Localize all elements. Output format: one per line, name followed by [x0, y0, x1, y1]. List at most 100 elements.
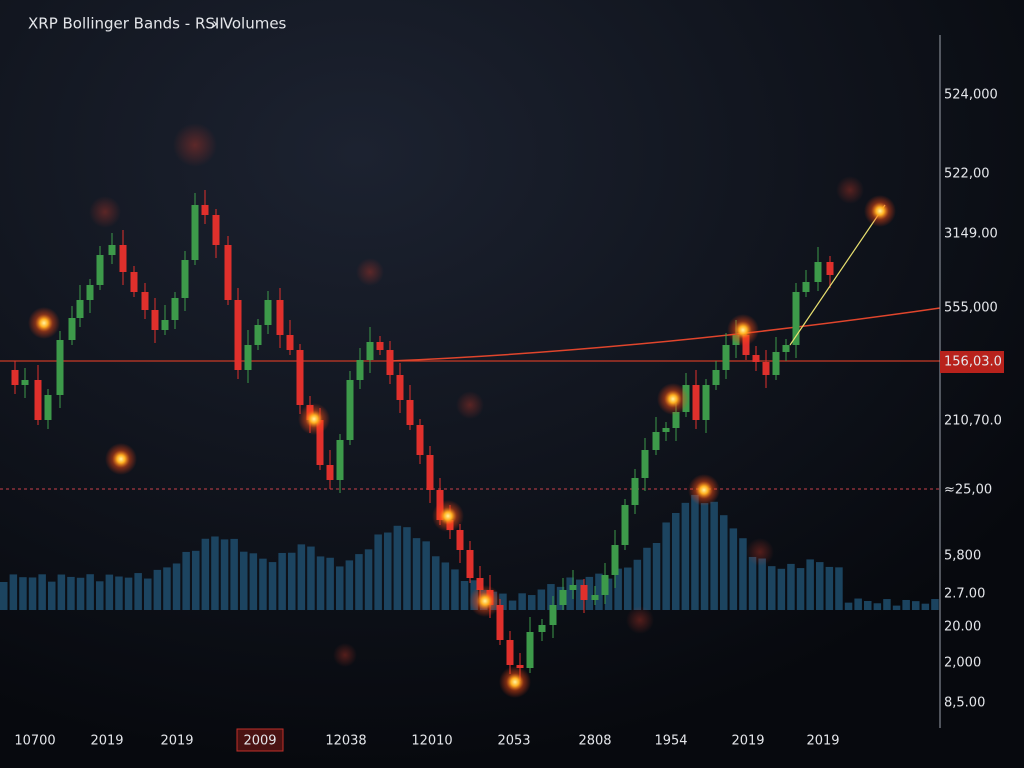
candle-body: [814, 262, 822, 282]
candle-body: [151, 310, 159, 330]
candle-body: [631, 478, 639, 505]
volume-bar: [163, 567, 171, 610]
volume-bar: [96, 581, 104, 610]
x-tick-label: 2053: [497, 734, 530, 749]
volume-bar: [9, 574, 18, 610]
volume-bar: [326, 557, 334, 610]
candles: [11, 190, 834, 681]
candle-body: [244, 345, 252, 370]
x-tick-label: 2808: [578, 734, 611, 749]
candle-body: [356, 360, 364, 380]
volume-bar: [816, 562, 824, 610]
y-tick-label: 522,00: [944, 167, 990, 182]
candle-body: [652, 432, 660, 450]
volume-bar: [76, 577, 85, 610]
volume-bar: [921, 603, 930, 610]
volume-bar: [585, 576, 594, 610]
volume-bar: [499, 593, 507, 610]
candle-body: [569, 585, 577, 590]
volume-bar: [220, 539, 229, 610]
volume-bar: [0, 582, 8, 610]
candle-body: [496, 605, 504, 640]
haze: [173, 123, 217, 167]
candle-body: [549, 605, 557, 625]
volume-bar: [268, 562, 277, 610]
x-tick-label: 10700: [14, 734, 55, 749]
y-tick-label: 156,03.0: [944, 355, 1002, 370]
volume-bar: [662, 522, 670, 610]
candle-body: [264, 300, 272, 325]
volume-bar: [691, 494, 699, 610]
volume-bar: [307, 546, 315, 610]
volume-bar: [748, 556, 757, 610]
volume-bar: [739, 538, 747, 610]
volume-bar: [38, 574, 46, 610]
volume-bar: [806, 559, 814, 610]
candle-body: [130, 272, 138, 292]
candle-body: [44, 395, 52, 420]
volume-bar: [681, 502, 690, 610]
volume-bar: [460, 581, 469, 610]
volume-bar: [720, 515, 728, 610]
candle-body: [254, 325, 262, 345]
y-tick-label: 555,000: [944, 301, 998, 316]
volume-bar: [211, 536, 219, 610]
candle-body: [792, 292, 800, 345]
haze: [626, 606, 654, 634]
volume-bar: [316, 556, 325, 610]
volume-bar: [192, 550, 200, 610]
candle-body: [580, 585, 588, 600]
volume-bar: [700, 503, 709, 610]
y-axis-labels: 524,000 522,00 3149.00 555,000 156,03.0 210,7…: [940, 88, 1004, 711]
haze: [836, 176, 864, 204]
y-tick-label: 3149.00: [944, 227, 998, 242]
band-curve: [389, 307, 941, 362]
haze: [746, 538, 774, 566]
candle-body: [641, 450, 649, 478]
volume-bar: [528, 595, 536, 610]
volume-bar: [566, 577, 574, 610]
candle-body: [141, 292, 149, 310]
y-tick-label: 5,800: [944, 549, 981, 564]
volume-bar: [249, 553, 258, 610]
candle-body: [119, 245, 127, 272]
candle-body: [456, 530, 464, 550]
candle-body: [386, 350, 394, 375]
x-tick-label: 2009: [243, 734, 276, 749]
volume-bar: [787, 563, 795, 610]
candle-body: [506, 640, 514, 665]
volume-bar: [19, 577, 27, 610]
candle-body: [426, 455, 434, 490]
volume-bar: [710, 501, 718, 610]
candle-body: [68, 318, 76, 340]
candle-body: [296, 350, 304, 405]
volume-bar: [182, 551, 190, 610]
candle-body: [396, 375, 404, 400]
x-tick-label: 2019: [731, 734, 764, 749]
volume-bar: [57, 574, 66, 610]
candle-body: [108, 245, 116, 255]
candle-body: [782, 345, 790, 352]
candle-body: [406, 400, 414, 425]
candle-body: [752, 355, 760, 362]
haze: [356, 258, 384, 286]
candle-body: [316, 420, 324, 465]
candle-body: [21, 380, 29, 385]
volume-bar: [422, 541, 430, 610]
y-tick-label: 2,000: [944, 656, 981, 671]
volume-bar: [873, 603, 882, 610]
candle-body: [526, 632, 534, 668]
candle-body: [96, 255, 104, 285]
candle-body: [86, 285, 94, 300]
volume-bar: [124, 577, 133, 610]
candle-body: [212, 215, 220, 245]
volume-bar: [451, 569, 459, 610]
volume-bar: [729, 528, 738, 610]
candle-body: [56, 340, 64, 395]
glow-point: [499, 666, 531, 698]
menu-item[interactable]: › Volumes: [212, 15, 287, 33]
x-tick-label: 2019: [806, 734, 839, 749]
y-tick-label: 2.7.00: [944, 587, 985, 602]
x-tick-label: 2019: [90, 734, 123, 749]
candle-body: [34, 380, 42, 420]
